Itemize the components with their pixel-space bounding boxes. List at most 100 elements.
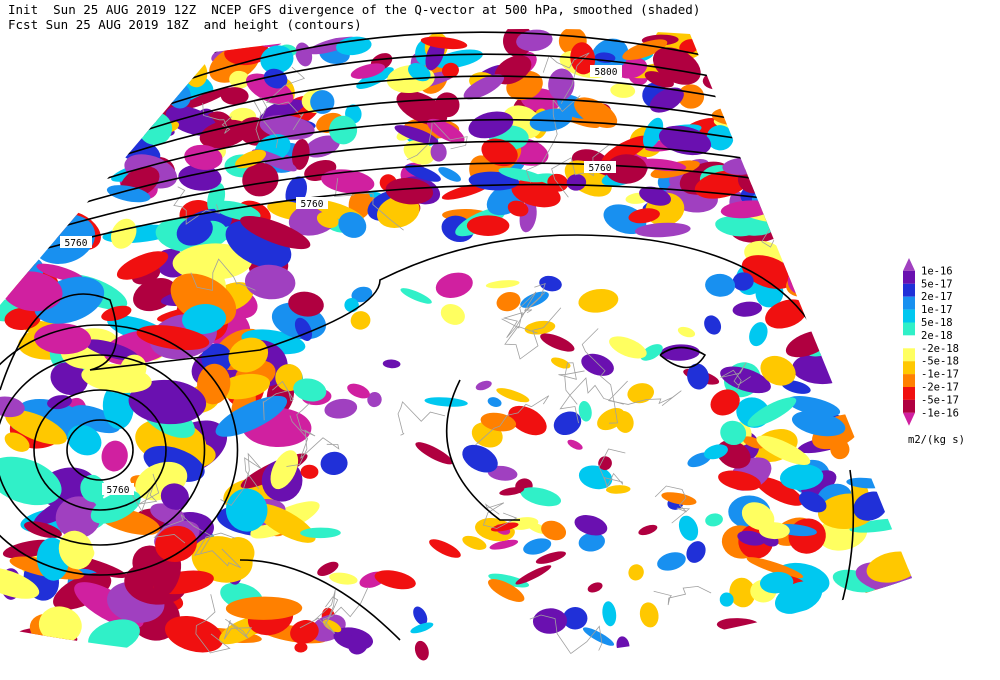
shade-blob	[67, 425, 102, 456]
shade-blob	[852, 365, 871, 394]
shade-blob	[55, 496, 101, 539]
shade-blob	[834, 272, 855, 300]
shade-blob	[242, 162, 279, 197]
shade-blob	[80, 474, 106, 503]
shade-blob	[765, 182, 803, 217]
coastline	[788, 81, 818, 126]
coastline	[223, 618, 253, 640]
shade-blob	[578, 532, 605, 552]
shade-blob	[246, 73, 294, 105]
shade-blob	[323, 619, 342, 633]
shade-blob	[654, 642, 679, 661]
shade-blob	[541, 520, 567, 541]
shade-blob	[765, 53, 799, 72]
colorbar-swatch	[903, 361, 915, 375]
shade-blob	[742, 46, 777, 71]
shade-blob	[642, 117, 664, 149]
shade-blob	[727, 43, 756, 69]
shade-blob	[741, 502, 775, 531]
colorbar-label: -2e-18	[921, 343, 959, 355]
colorbar-label: -1e-17	[921, 369, 959, 381]
shade-blob	[84, 339, 139, 361]
shade-blob	[429, 539, 461, 558]
shade-blob	[441, 62, 459, 79]
coastline	[581, 328, 618, 424]
shade-blob	[115, 38, 148, 66]
shade-blob	[294, 642, 308, 653]
shade-blob	[96, 110, 148, 135]
height-contour	[0, 324, 239, 576]
shade-blob	[769, 146, 814, 173]
shade-blob	[532, 608, 568, 634]
shade-blob	[235, 149, 267, 169]
coastline	[265, 66, 306, 131]
shade-blob	[627, 383, 654, 404]
shade-blob	[240, 215, 311, 250]
shade-blob	[499, 487, 525, 496]
shade-blob	[300, 527, 341, 539]
shade-blob	[481, 138, 518, 167]
shade-blob	[789, 81, 814, 109]
shade-blob	[408, 63, 431, 82]
shade-blob	[602, 601, 617, 627]
shade-blob	[551, 357, 571, 369]
coastline	[314, 589, 339, 626]
shade-blob	[657, 552, 686, 571]
contour-label-bg	[296, 197, 328, 209]
colorbar-swatch	[903, 387, 915, 400]
shade-blob	[581, 353, 614, 376]
coastline	[763, 165, 804, 198]
coastline	[504, 307, 562, 360]
shade-blob	[320, 451, 348, 476]
shade-blob	[415, 442, 454, 465]
shade-blob	[133, 44, 163, 75]
coastline	[653, 585, 712, 606]
shade-blob	[0, 232, 29, 258]
shade-blob	[831, 288, 863, 310]
shade-blob	[759, 108, 786, 131]
coastline	[654, 485, 691, 524]
coastline	[262, 380, 294, 421]
shade-blob	[535, 551, 566, 564]
shade-blob	[779, 47, 821, 82]
shade-blob	[244, 264, 296, 300]
shade-blob	[440, 304, 465, 325]
colorbar-label: -2e-17	[921, 382, 959, 394]
height-contour	[0, 354, 206, 546]
shade-blob	[329, 115, 358, 145]
shade-blob	[213, 200, 261, 221]
shade-blob	[489, 539, 519, 550]
shade-blob	[566, 174, 587, 191]
shade-blob	[5, 409, 67, 445]
coastline	[286, 402, 316, 467]
coastline	[519, 283, 546, 316]
shade-blob	[321, 169, 375, 194]
shade-blob	[317, 561, 339, 576]
shade-blob	[610, 83, 636, 98]
shade-blob	[111, 57, 131, 69]
shade-blob	[771, 105, 812, 128]
shade-blob	[774, 581, 823, 614]
shade-blob	[225, 596, 303, 620]
shade-blob	[720, 200, 773, 219]
shade-blob	[628, 208, 660, 224]
shade-blob	[101, 440, 128, 472]
coastline	[720, 362, 751, 391]
height-contour	[0, 234, 881, 441]
shade-blob	[511, 179, 561, 208]
shade-blob	[808, 203, 854, 228]
shade-blob	[0, 244, 30, 270]
shade-blob	[804, 269, 838, 298]
shade-blob	[288, 291, 324, 317]
shade-blob	[424, 397, 468, 407]
shade-blob	[759, 571, 794, 594]
shade-blob	[719, 592, 734, 607]
shade-blob	[779, 464, 824, 490]
shade-blob	[792, 173, 820, 202]
shade-blob	[215, 395, 288, 437]
coastline	[289, 415, 340, 459]
shade-blob	[197, 363, 231, 405]
shade-blob	[780, 29, 827, 60]
shade-blob	[710, 38, 744, 62]
